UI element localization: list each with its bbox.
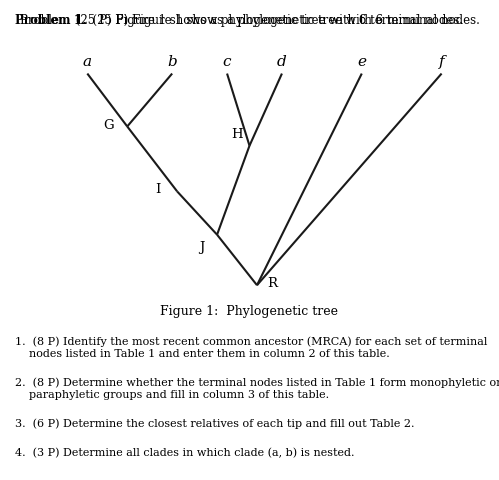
Text: Problem 1.: Problem 1. — [15, 14, 87, 27]
Text: J: J — [200, 240, 205, 254]
Text: 3.  (6 P) Determine the closest relatives of each tip and fill out Table 2.: 3. (6 P) Determine the closest relatives… — [15, 418, 415, 428]
Text: 2.  (8 P) Determine whether the terminal nodes listed in Table 1 form monophylet: 2. (8 P) Determine whether the terminal … — [15, 377, 499, 399]
Text: Figure 1:  Phylogenetic tree: Figure 1: Phylogenetic tree — [161, 305, 338, 318]
Text: Problem 1.  (25 P) Figure 1 shows a phylogenetic tree with 6 terminal nodes.: Problem 1. (25 P) Figure 1 shows a phylo… — [19, 14, 480, 27]
Text: R: R — [267, 276, 277, 290]
Text: a: a — [83, 55, 92, 69]
Text: 4.  (3 P) Determine all clades in which clade (a, b) is nested.: 4. (3 P) Determine all clades in which c… — [15, 447, 354, 458]
Text: G: G — [103, 118, 114, 132]
Text: b: b — [167, 55, 177, 69]
Text: e: e — [357, 55, 366, 69]
Text: I: I — [156, 183, 161, 196]
Text: 1.  (8 P) Identify the most recent common ancestor (MRCA) for each set of termin: 1. (8 P) Identify the most recent common… — [15, 336, 488, 358]
Text: d: d — [277, 55, 287, 69]
Text: f: f — [439, 55, 445, 69]
Text: H: H — [231, 128, 243, 141]
Text: (25 P) Figure 1 shows a phylogenetic tree with 6 terminal nodes.: (25 P) Figure 1 shows a phylogenetic tre… — [72, 14, 464, 27]
Text: c: c — [223, 55, 232, 69]
